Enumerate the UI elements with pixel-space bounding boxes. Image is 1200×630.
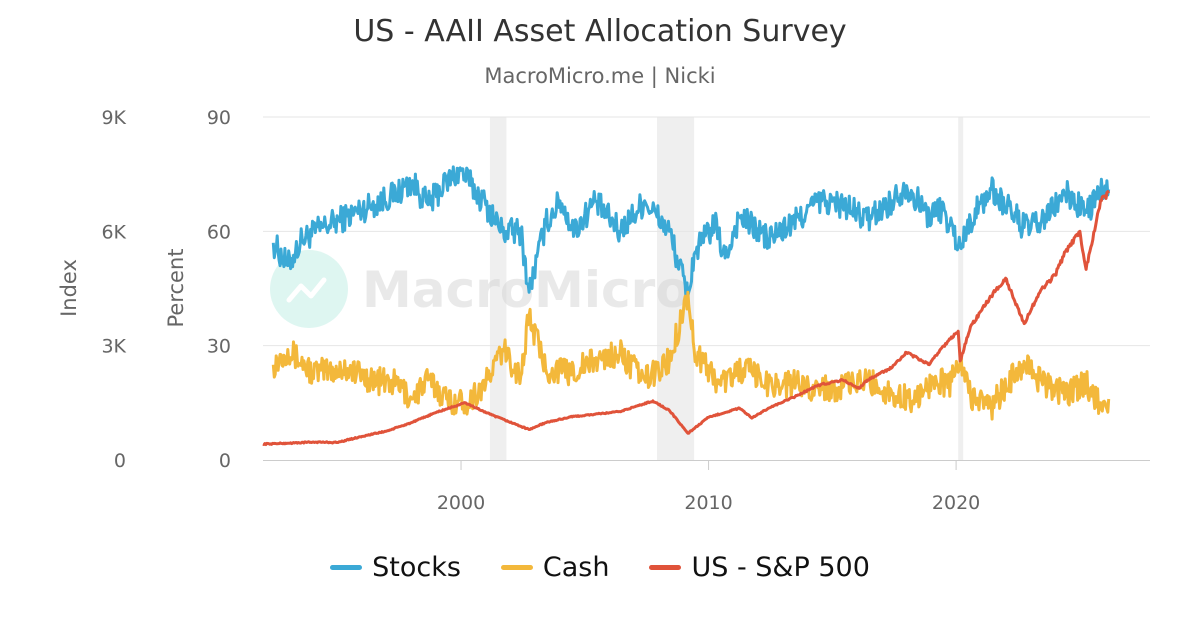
series-line-cash [271, 290, 1111, 421]
legend-swatch-sp500 [649, 565, 682, 570]
y-tick-percent-2: 60 [207, 221, 231, 243]
x-tick-label-1: 2010 [684, 492, 732, 514]
legend-item-cash[interactable]: Cash [500, 552, 610, 583]
legend-label-cash: Cash [542, 552, 610, 583]
watermark: MacroMicro [270, 250, 690, 328]
y-axis-title-index: Index [57, 259, 81, 317]
chart-legend: Stocks Cash US - S&P 500 [0, 552, 1200, 583]
legend-swatch-stocks [330, 565, 363, 570]
legend-label-sp500: US - S&P 500 [691, 552, 870, 583]
y-axis-title-percent: Percent [164, 248, 188, 327]
chart-subtitle: MacroMicro.me | Nicki [484, 64, 716, 88]
y-tick-percent-1: 30 [207, 336, 231, 358]
x-tick-label-2: 2020 [932, 492, 980, 514]
legend-label-stocks: Stocks [372, 552, 461, 583]
chart-title: US - AAII Asset Allocation Survey [353, 14, 847, 49]
legend-item-sp500[interactable]: US - S&P 500 [649, 552, 870, 583]
logo-chart-glyph [286, 277, 327, 303]
x-tick-label-0: 2000 [437, 492, 485, 514]
recession-band-2 [958, 117, 964, 460]
y-tick-index-3: 9K [101, 107, 126, 129]
y-tick-percent-3: 90 [207, 107, 231, 129]
series-line-us-s-p-500 [262, 190, 1111, 446]
legend-swatch-cash [500, 565, 533, 570]
y-tick-percent-0: 0 [219, 450, 231, 472]
y-tick-index-2: 6K [101, 221, 126, 243]
series-line-stocks [271, 165, 1111, 303]
legend-item-stocks[interactable]: Stocks [330, 552, 461, 583]
y-tick-index-0: 0 [114, 450, 126, 472]
y-tick-index-1: 3K [101, 336, 126, 358]
